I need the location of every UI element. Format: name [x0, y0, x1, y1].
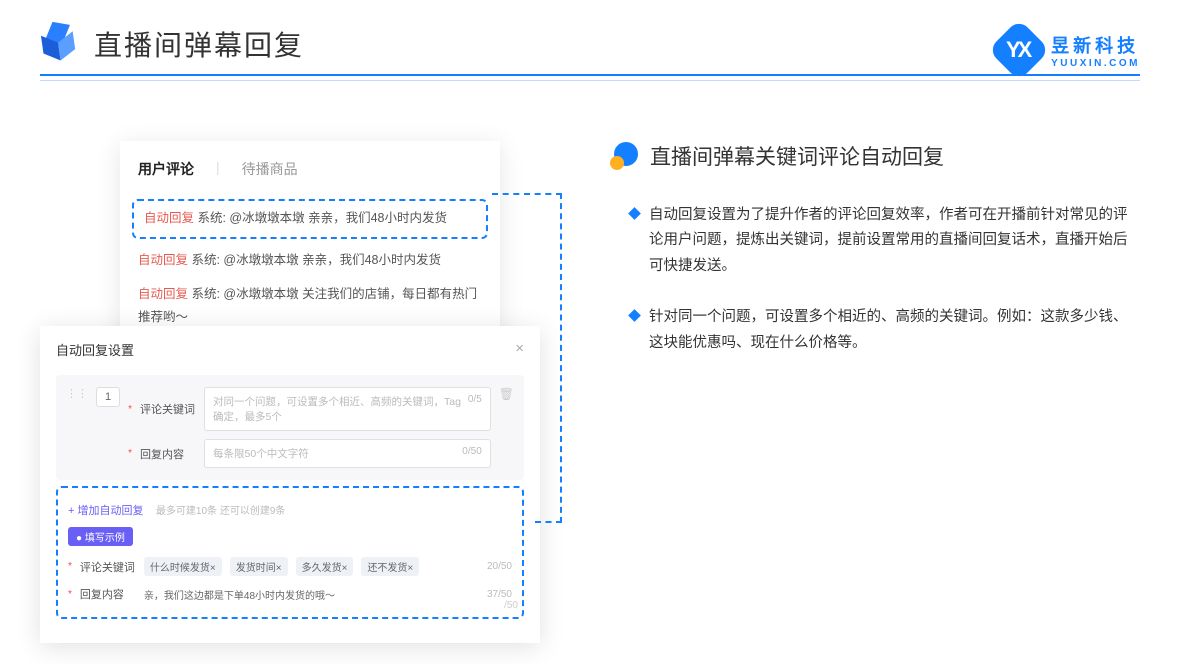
add-rule-link[interactable]: + 增加自动回复 [68, 502, 143, 518]
tab-user-comments[interactable]: 用户评论 [138, 159, 194, 179]
logo-icon: YX [988, 19, 1050, 81]
diamond-icon [628, 207, 641, 220]
cube-icon [40, 24, 80, 64]
keyword-chip[interactable]: 还不发货× [361, 557, 419, 576]
modal-title: 自动回复设置 [56, 340, 134, 359]
highlighted-comment: 自动回复 系统: @冰墩墩本墩 亲亲，我们48小时内发货 [132, 199, 488, 239]
keyword-label: 评论关键词 [140, 401, 196, 417]
keyword-chip[interactable]: 多久发货× [296, 557, 354, 576]
tab-pending-goods[interactable]: 待播商品 [242, 159, 298, 179]
keyword-chip[interactable]: 什么时候发货× [144, 557, 222, 576]
keyword-input[interactable]: 对同一个问题，可设置多个相近、高频的关键词，Tag确定，最多5个0/5 [204, 387, 491, 431]
bullet-item: 针对同一个问题，可设置多个相近的、高频的关键词。例如：这款多少钱、这块能优惠吗、… [610, 305, 1140, 356]
rule-number: 1 [96, 387, 120, 407]
brand-logo: YX 昱新科技 YUUXIN.COM [997, 28, 1140, 72]
connector-line [492, 193, 562, 195]
delete-icon[interactable]: 🗑 [499, 387, 514, 401]
connector-line [560, 193, 562, 523]
drag-handle-icon[interactable]: ⋮⋮ [66, 387, 88, 400]
reply-input[interactable]: 每条限50个中文字符0/50 [204, 439, 491, 468]
close-icon[interactable]: × [515, 340, 524, 359]
diamond-icon [628, 309, 641, 322]
page-title: 直播间弹幕回复 [94, 24, 304, 64]
header-rule [40, 74, 1140, 76]
ghost-count: /50 [504, 600, 518, 611]
bullet-item: 自动回复设置为了提升作者的评论回复效率，作者可在开播前针对常见的评论用户问题，提… [610, 203, 1140, 279]
chat-bubble-icon [610, 142, 638, 170]
reply-label: 回复内容 [140, 446, 196, 462]
example-highlight: + 增加自动回复 最多可建10条 还可以创建9条 ● 填写示例 * 评论关键词 … [56, 486, 524, 619]
example-badge: ● 填写示例 [68, 527, 133, 546]
connector-line [535, 521, 562, 523]
screenshot-composite: 用户评论 | 待播商品 自动回复 系统: @冰墩墩本墩 亲亲，我们48小时内发货… [40, 121, 540, 382]
keyword-chip[interactable]: 发货时间× [230, 557, 288, 576]
rule-row: ⋮⋮ 1 * 评论关键词 对同一个问题，可设置多个相近、高频的关键词，Tag确定… [56, 375, 524, 480]
logo-en: YUUXIN.COM [1051, 58, 1140, 69]
description-section: 直播间弹幕关键词评论自动回复 自动回复设置为了提升作者的评论回复效率，作者可在开… [540, 121, 1140, 382]
section-title: 直播间弹幕关键词评论自动回复 [650, 141, 944, 171]
logo-cn: 昱新科技 [1051, 32, 1140, 58]
settings-modal: 自动回复设置 × ⋮⋮ 1 * 评论关键词 对同一个问题，可设置多个相近、高频的… [40, 326, 540, 643]
add-note: 最多可建10条 还可以创建9条 [156, 506, 285, 517]
